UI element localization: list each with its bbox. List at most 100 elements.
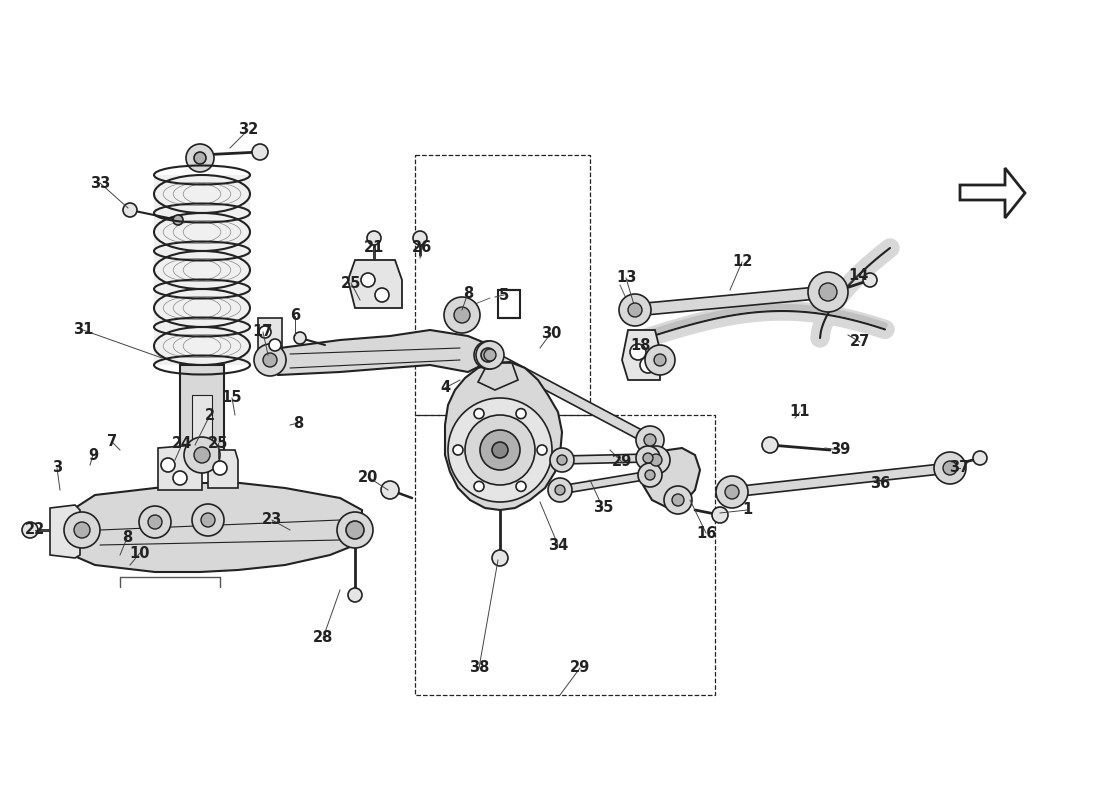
- Circle shape: [454, 307, 470, 323]
- Circle shape: [645, 470, 654, 480]
- Circle shape: [474, 341, 502, 369]
- Polygon shape: [621, 330, 660, 380]
- Polygon shape: [50, 505, 80, 558]
- Circle shape: [474, 482, 484, 491]
- Circle shape: [346, 521, 364, 539]
- Circle shape: [201, 513, 214, 527]
- Text: 24: 24: [172, 437, 192, 451]
- Circle shape: [194, 447, 210, 463]
- Polygon shape: [635, 286, 828, 316]
- Circle shape: [184, 437, 220, 473]
- Circle shape: [974, 451, 987, 465]
- Circle shape: [672, 494, 684, 506]
- Text: 25: 25: [208, 435, 228, 450]
- Circle shape: [556, 485, 565, 495]
- Text: 13: 13: [616, 270, 636, 286]
- Circle shape: [548, 478, 572, 502]
- Polygon shape: [72, 483, 362, 572]
- Circle shape: [480, 430, 520, 470]
- Text: 10: 10: [130, 546, 151, 561]
- Text: 27: 27: [850, 334, 870, 350]
- Circle shape: [492, 442, 508, 458]
- Text: 11: 11: [790, 405, 811, 419]
- Text: 38: 38: [469, 661, 490, 675]
- Polygon shape: [732, 463, 950, 497]
- Text: 3: 3: [52, 461, 62, 475]
- Polygon shape: [208, 450, 238, 488]
- Circle shape: [640, 357, 656, 373]
- Circle shape: [252, 144, 268, 160]
- Circle shape: [173, 471, 187, 485]
- Circle shape: [367, 231, 381, 245]
- Text: 26: 26: [411, 241, 432, 255]
- Text: 22: 22: [25, 522, 45, 538]
- Polygon shape: [258, 318, 282, 358]
- Circle shape: [645, 345, 675, 375]
- Circle shape: [412, 231, 427, 245]
- Circle shape: [664, 486, 692, 514]
- Circle shape: [943, 461, 957, 475]
- Circle shape: [619, 294, 651, 326]
- Polygon shape: [960, 168, 1025, 218]
- Circle shape: [74, 522, 90, 538]
- Circle shape: [712, 507, 728, 523]
- Text: 34: 34: [548, 538, 568, 553]
- Circle shape: [636, 426, 664, 454]
- Circle shape: [173, 215, 183, 225]
- Text: 5: 5: [499, 287, 509, 302]
- Text: 1: 1: [741, 502, 752, 518]
- Circle shape: [481, 348, 495, 362]
- Circle shape: [381, 481, 399, 499]
- Text: 8: 8: [122, 530, 132, 546]
- Circle shape: [484, 349, 496, 361]
- Polygon shape: [348, 260, 402, 308]
- Circle shape: [642, 446, 670, 474]
- Circle shape: [628, 303, 642, 317]
- Circle shape: [636, 446, 660, 470]
- Circle shape: [337, 512, 373, 548]
- Polygon shape: [644, 448, 700, 508]
- Text: 23: 23: [262, 513, 282, 527]
- Text: 17: 17: [253, 325, 273, 339]
- Text: 31: 31: [73, 322, 94, 338]
- Text: 12: 12: [732, 254, 752, 270]
- Circle shape: [448, 398, 552, 502]
- Circle shape: [465, 415, 535, 485]
- Circle shape: [644, 453, 653, 463]
- Circle shape: [258, 326, 271, 338]
- Text: 9: 9: [88, 447, 98, 462]
- Text: 32: 32: [238, 122, 258, 138]
- Text: 8: 8: [293, 415, 304, 430]
- Text: 16: 16: [696, 526, 716, 541]
- Text: 37: 37: [949, 461, 969, 475]
- Circle shape: [864, 273, 877, 287]
- Text: 15: 15: [222, 390, 242, 406]
- Polygon shape: [268, 330, 490, 375]
- Circle shape: [270, 339, 280, 351]
- Circle shape: [192, 504, 224, 536]
- Circle shape: [22, 522, 38, 538]
- Circle shape: [550, 448, 574, 472]
- Circle shape: [213, 461, 227, 475]
- Circle shape: [630, 344, 646, 360]
- Circle shape: [453, 445, 463, 455]
- Text: 2: 2: [205, 407, 216, 422]
- Circle shape: [444, 297, 480, 333]
- Polygon shape: [487, 350, 652, 445]
- Circle shape: [654, 354, 666, 366]
- Circle shape: [557, 455, 566, 465]
- Circle shape: [123, 203, 138, 217]
- Circle shape: [716, 476, 748, 508]
- Circle shape: [148, 515, 162, 529]
- Circle shape: [492, 550, 508, 566]
- Polygon shape: [180, 365, 224, 455]
- Circle shape: [476, 341, 504, 369]
- Text: 21: 21: [364, 241, 384, 255]
- Text: 18: 18: [630, 338, 651, 353]
- Circle shape: [294, 332, 306, 344]
- Circle shape: [186, 144, 214, 172]
- Text: 8: 8: [463, 286, 473, 301]
- Circle shape: [820, 283, 837, 301]
- Polygon shape: [559, 471, 651, 494]
- Polygon shape: [446, 362, 562, 510]
